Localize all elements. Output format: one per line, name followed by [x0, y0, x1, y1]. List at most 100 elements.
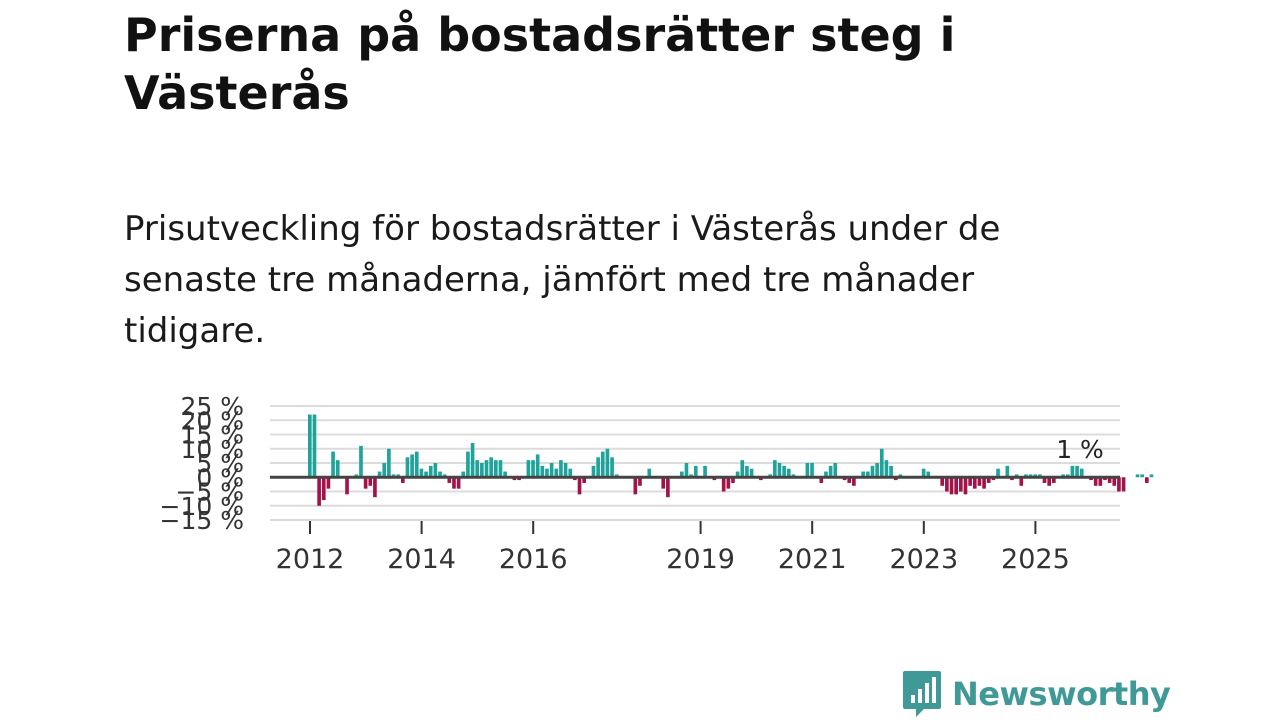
y-tick-label: 20 %: [180, 406, 244, 435]
bar: [963, 477, 968, 495]
bar: [773, 460, 777, 478]
bar: [977, 477, 982, 486]
bar: [1149, 474, 1154, 478]
bar: [833, 463, 838, 478]
bar: [782, 465, 786, 478]
bar: [540, 465, 545, 478]
bar: [382, 463, 387, 478]
bar: [377, 471, 382, 478]
bar: [414, 451, 419, 478]
bar: [452, 477, 456, 489]
bar: [345, 477, 349, 495]
bar: [484, 460, 489, 478]
newsworthy-logo: Newsworthy: [902, 668, 1171, 720]
bar: [633, 477, 638, 495]
bar: [503, 471, 507, 478]
bar: [949, 477, 954, 495]
bar: [480, 463, 484, 478]
bar: [1107, 477, 1112, 483]
bar: [545, 468, 549, 478]
bar: [1140, 474, 1144, 478]
bar: [582, 477, 586, 483]
bar: [726, 477, 731, 489]
bar: [373, 477, 377, 498]
bar: [1075, 465, 1079, 478]
bar: [447, 477, 452, 483]
bar: [693, 465, 698, 478]
bar: [401, 477, 405, 483]
bar: [461, 471, 466, 478]
bar: [317, 477, 321, 506]
bar: [638, 477, 642, 486]
bar: [740, 460, 745, 478]
y-tick-label: 25 %: [180, 392, 244, 421]
bar: [721, 477, 726, 492]
bar: [312, 414, 317, 478]
bar: [828, 465, 833, 478]
bar: [870, 465, 875, 478]
brand-name: Newsworthy: [952, 675, 1171, 713]
annotation-group: 1 %: [1056, 435, 1104, 464]
bar: [600, 451, 605, 478]
bar: [684, 463, 689, 478]
bar: [424, 471, 428, 478]
bar: [661, 477, 666, 489]
bar: [749, 468, 754, 478]
chart-title: Priserna på bostadsrätter steg i Västerå…: [124, 8, 956, 120]
bar: [331, 451, 335, 478]
chart-subtitle: Prisutveckling för bostadsrätter i Väste…: [124, 209, 1001, 351]
bar: [996, 468, 1000, 478]
bar: [1052, 477, 1056, 483]
bar: [703, 465, 707, 478]
bar: [810, 463, 814, 478]
y-axis-ticks: 25 %20 %15 %10 %5 %0 %−5 %−10 %−15 %: [160, 392, 244, 535]
bar: [647, 468, 652, 478]
bar: [326, 477, 331, 489]
bar: [387, 448, 391, 478]
bar: [1121, 477, 1126, 492]
bar: [824, 471, 828, 478]
bar: [945, 477, 949, 492]
last-value-annotation: 1 %: [1056, 435, 1104, 464]
bar: [805, 463, 810, 478]
bar: [1047, 477, 1051, 486]
bar: [498, 460, 503, 478]
bar: [535, 454, 540, 478]
bar: [940, 477, 945, 486]
bar: [1145, 477, 1149, 483]
bar: [889, 465, 893, 478]
bar: [563, 463, 568, 478]
bar: [554, 468, 559, 478]
bar-chart: 25 %20 %15 %10 %5 %0 %−5 %−10 %−15 % 201…: [160, 392, 1154, 575]
bar: [531, 460, 535, 478]
x-tick-label: 2023: [889, 544, 958, 575]
bar: [549, 463, 554, 478]
x-tick-label: 2025: [1001, 544, 1070, 575]
bar: [419, 468, 424, 478]
y-tick-label: −5 %: [175, 478, 244, 507]
bar: [786, 468, 791, 478]
bar: [745, 465, 749, 478]
bar: [591, 465, 596, 478]
bar: [866, 471, 870, 478]
grid-lines: [270, 405, 1120, 521]
bar: [819, 477, 824, 483]
bar: [777, 463, 782, 478]
bar: [1093, 477, 1098, 486]
y-tick-label: 0 %: [196, 463, 244, 492]
x-tick-label: 2012: [276, 544, 345, 575]
bar: [666, 477, 670, 498]
bar: [884, 460, 889, 478]
bar: [494, 460, 498, 478]
bar: [731, 477, 735, 483]
bar: [466, 451, 470, 478]
bar: [926, 471, 931, 478]
bar: [1079, 468, 1084, 478]
bar: [1042, 477, 1047, 483]
x-tick-label: 2019: [666, 544, 735, 575]
bar: [610, 457, 614, 478]
bar: [972, 477, 977, 489]
bar: [596, 457, 600, 478]
bar: [605, 448, 610, 478]
bar: [568, 468, 573, 478]
